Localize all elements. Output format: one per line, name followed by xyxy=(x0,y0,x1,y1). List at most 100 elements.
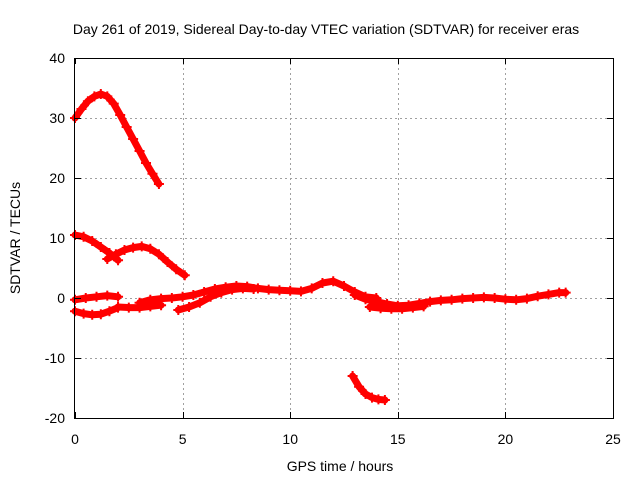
data-point xyxy=(102,91,113,102)
data-point xyxy=(306,283,317,294)
x-axis-label: GPS time / hours xyxy=(287,458,394,474)
data-point xyxy=(87,309,98,320)
data-point xyxy=(153,179,164,189)
data-point xyxy=(532,291,543,302)
data-point xyxy=(543,289,554,300)
series-arc-dip xyxy=(349,372,389,404)
data-point xyxy=(119,245,130,255)
data-point xyxy=(95,242,106,252)
data-point xyxy=(76,104,87,114)
y-tick-label: 20 xyxy=(49,170,65,186)
data-point xyxy=(521,293,532,304)
data-point xyxy=(91,291,102,302)
data-point xyxy=(375,303,386,314)
data-point xyxy=(500,294,511,305)
data-point xyxy=(478,292,489,303)
data-point xyxy=(349,290,360,300)
data-point xyxy=(115,110,126,120)
data-point xyxy=(216,287,227,298)
data-point xyxy=(95,309,106,320)
plot-frame xyxy=(74,58,614,419)
data-point xyxy=(205,291,216,302)
data-point xyxy=(328,276,339,287)
data-point xyxy=(102,290,113,301)
data-point xyxy=(108,98,119,109)
data-point xyxy=(435,295,446,306)
x-tick-label: 20 xyxy=(498,431,514,447)
data-point xyxy=(248,284,259,294)
data-point xyxy=(511,294,522,305)
data-point xyxy=(104,306,115,317)
data-point xyxy=(162,257,173,267)
data-point xyxy=(295,286,306,297)
data-point xyxy=(446,294,457,305)
data-point xyxy=(177,291,188,302)
data-point xyxy=(128,134,139,144)
data-point xyxy=(156,293,167,304)
data-point xyxy=(317,278,328,288)
data-point xyxy=(457,293,468,304)
data-point xyxy=(147,168,158,179)
x-tick-label: 15 xyxy=(390,431,406,447)
chart-title: Day 261 of 2019, Sidereal Day-to-day VTE… xyxy=(73,21,579,37)
data-point xyxy=(194,297,205,308)
data-series xyxy=(70,89,571,405)
data-point xyxy=(113,291,124,302)
grid-lines xyxy=(75,58,613,418)
data-point xyxy=(166,293,177,303)
x-tick-label: 0 xyxy=(71,431,79,447)
y-tick-label: -20 xyxy=(45,410,65,426)
data-point xyxy=(113,302,124,312)
data-point xyxy=(95,89,106,99)
data-point xyxy=(397,303,408,314)
data-point xyxy=(379,395,390,405)
y-axis-label: SDTVAR / TECUs xyxy=(7,182,23,294)
data-point xyxy=(89,91,100,102)
data-point xyxy=(339,281,349,291)
data-point xyxy=(87,236,98,246)
data-point xyxy=(560,287,571,298)
data-point xyxy=(188,290,199,300)
data-point xyxy=(145,243,156,254)
data-point xyxy=(354,381,365,392)
data-point xyxy=(134,297,145,308)
data-point xyxy=(360,294,371,305)
data-point xyxy=(489,293,500,303)
data-point xyxy=(80,293,91,303)
data-point xyxy=(102,254,113,264)
data-point xyxy=(366,392,377,403)
data-point xyxy=(145,294,156,305)
series-arc-high xyxy=(71,90,163,188)
data-point xyxy=(285,285,296,296)
y-tick-label: 10 xyxy=(49,230,65,246)
data-point xyxy=(386,303,397,314)
data-point xyxy=(237,283,248,294)
data-point xyxy=(121,122,132,132)
data-point xyxy=(263,284,274,295)
x-tick-label: 5 xyxy=(179,431,187,447)
axis-ticks: 0 5 10 15 20 25 -20 -10 0 10 20 30 40 xyxy=(45,50,621,447)
data-point xyxy=(274,285,285,296)
data-point xyxy=(171,264,182,275)
series-arc-mid-b xyxy=(103,242,189,279)
data-point xyxy=(360,389,371,399)
data-point xyxy=(347,371,358,381)
data-point xyxy=(364,302,375,312)
y-tick-label: -10 xyxy=(45,350,65,366)
data-point xyxy=(425,296,436,307)
data-point xyxy=(82,96,93,107)
data-point xyxy=(227,284,238,295)
data-point xyxy=(78,308,89,319)
data-point xyxy=(418,301,429,312)
data-point xyxy=(153,249,164,260)
x-tick-label: 25 xyxy=(605,431,621,447)
data-point xyxy=(128,242,139,253)
data-point xyxy=(407,302,418,313)
data-point xyxy=(123,302,134,313)
y-tick-label: 30 xyxy=(49,110,65,126)
data-point xyxy=(78,231,89,242)
x-tick-label: 10 xyxy=(282,431,298,447)
data-point xyxy=(184,302,195,312)
data-point xyxy=(468,293,479,303)
